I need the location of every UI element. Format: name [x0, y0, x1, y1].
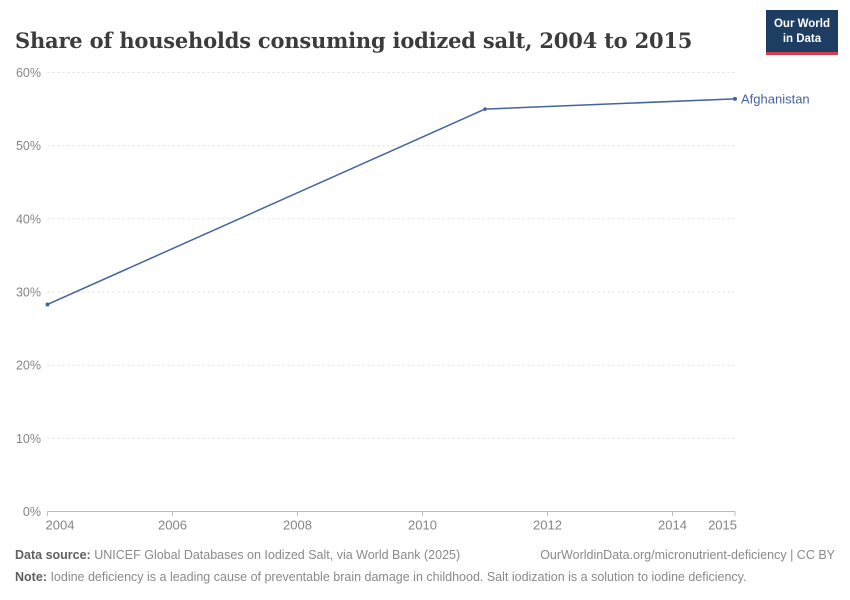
logo-text-line2: in Data [782, 32, 822, 45]
data-point[interactable] [733, 96, 737, 101]
owid-logo[interactable]: Our World in Data [765, 10, 838, 55]
line-chart: 0% 10% 20% 30% 40% 50% 60% 2004 2006 2008 2010 2012… [16, 66, 810, 533]
y-axis-tick-label: 10% [16, 432, 41, 446]
page-title: Share of households consuming iodized sa… [15, 28, 693, 54]
x-axis-tick-label: 2008 [283, 518, 312, 533]
chart-footer: Data source: UNICEF Global Databases on … [15, 547, 835, 586]
y-axis-tick-label: 20% [16, 359, 41, 373]
data-source-text: UNICEF Global Databases on Iodized Salt,… [94, 548, 461, 562]
x-axis-tick-label: 2014 [658, 518, 687, 533]
note-label: Note: [15, 569, 47, 584]
x-axis-tick-label: 2015 [708, 518, 737, 533]
x-axis-tick-label: 2010 [408, 518, 437, 533]
series-line-afghanistan[interactable] [47, 98, 736, 306]
data-source-label: Data source: [15, 548, 91, 562]
y-axis-tick-label: 0% [23, 505, 41, 519]
note-text: Iodine deficiency is a leading cause of … [50, 569, 747, 584]
y-axis-tick-label: 40% [16, 212, 41, 226]
entity-label[interactable]: Afghanistan [741, 91, 810, 106]
x-axis-tick-label: 2006 [158, 518, 187, 533]
logo-text-line1: Our World [773, 18, 830, 30]
data-point[interactable] [483, 107, 487, 111]
data-point[interactable] [45, 302, 50, 307]
y-axis-tick-label: 30% [16, 286, 41, 300]
y-axis-tick-label: 60% [16, 66, 41, 80]
x-axis-tick-label: 2012 [533, 518, 562, 533]
data-source-line: Data source: UNICEF Global Databases on … [15, 547, 460, 564]
x-axis-tick-label: 2004 [46, 518, 75, 533]
note-line: Note: Iodine deficiency is a leading cau… [15, 569, 835, 586]
y-axis-tick-label: 50% [16, 139, 41, 153]
attribution-link[interactable]: OurWorldinData.org/micronutrient-deficie… [540, 548, 835, 562]
